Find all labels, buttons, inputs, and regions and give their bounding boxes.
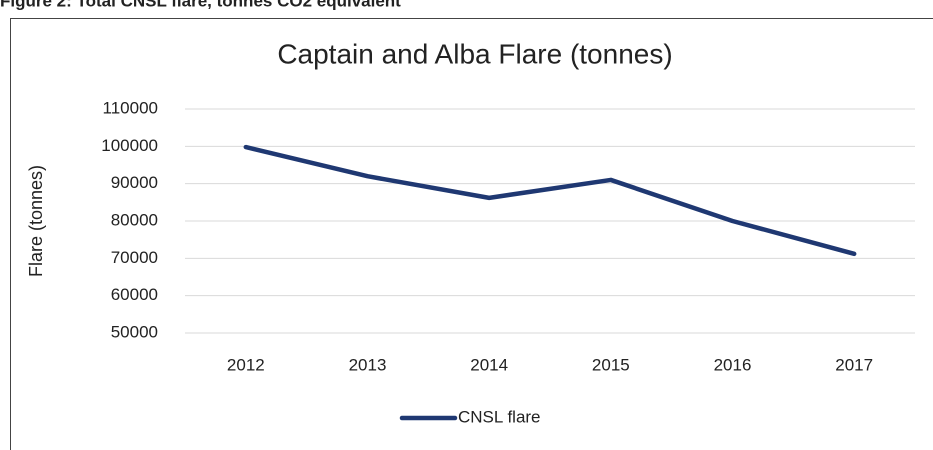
y-axis-label: Flare (tonnes) xyxy=(26,165,46,277)
x-tick-label: 2017 xyxy=(835,355,873,374)
chart-title: Captain and Alba Flare (tonnes) xyxy=(277,38,672,69)
line-series xyxy=(243,144,857,257)
y-tick-label: 110000 xyxy=(103,98,158,117)
y-tick-label: 100000 xyxy=(101,136,158,155)
figure-caption: Figure 2: Total CNSL flare, tonnes CO2 e… xyxy=(0,0,401,10)
chart-frame xyxy=(10,18,933,450)
x-tick-label: 2013 xyxy=(349,355,387,374)
x-tick-label: 2014 xyxy=(470,355,508,374)
x-tick-label: 2012 xyxy=(227,355,265,374)
legend-label: CNSL flare xyxy=(458,407,541,426)
y-tick-label: 70000 xyxy=(111,248,158,267)
y-tick-label: 50000 xyxy=(111,322,158,341)
x-tick-label: 2015 xyxy=(592,355,630,374)
y-tick-label: 80000 xyxy=(111,210,158,229)
x-tick-label: 2016 xyxy=(714,355,752,374)
y-tick-label: 90000 xyxy=(111,173,158,192)
y-tick-label: 60000 xyxy=(111,285,158,304)
